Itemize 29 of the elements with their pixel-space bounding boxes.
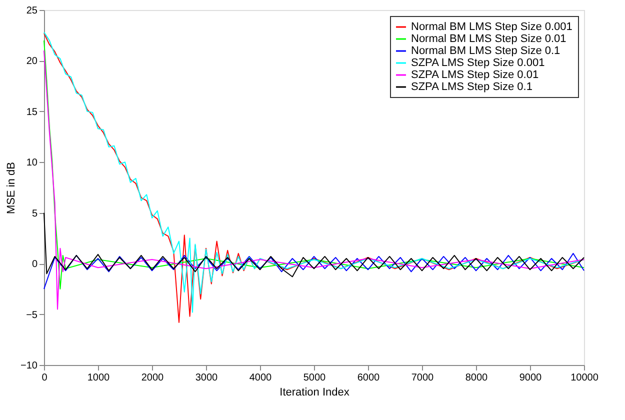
legend-label: Normal BM LMS Step Size 0.001 (411, 21, 572, 33)
line-series (44, 212, 584, 278)
y-tick-label: 25 (26, 6, 38, 16)
legend-label: Normal BM LMS Step Size 0.01 (411, 33, 566, 45)
x-tick-label: 4000 (249, 372, 272, 384)
legend-label: SZPA LMS Step Size 0.1 (411, 81, 532, 93)
y-axis-title: MSE in dB (6, 162, 18, 214)
x-tick-label: 3000 (195, 372, 218, 384)
legend-label: SZPA LMS Step Size 0.01 (411, 69, 539, 81)
x-tick-label: 9000 (519, 372, 542, 384)
x-tick-label: 8000 (465, 372, 488, 384)
y-tick-label: −5 (26, 310, 38, 321)
y-tick-label: 20 (26, 56, 38, 68)
x-tick-label: 5000 (303, 372, 326, 384)
legend-label: Normal BM LMS Step Size 0.1 (411, 45, 560, 57)
x-tick-label: 10000 (570, 372, 599, 384)
y-tick-label: 0 (32, 259, 38, 270)
line-series (44, 252, 584, 290)
x-tick-label: 2000 (141, 372, 164, 384)
x-tick-label: 7000 (411, 372, 434, 384)
x-tick-label: 6000 (357, 372, 380, 384)
y-tick-label: 15 (26, 106, 38, 118)
x-axis-title: Iteration Index (280, 386, 350, 398)
legend-label: SZPA LMS Step Size 0.001 (411, 57, 545, 69)
y-tick-label: 5 (32, 208, 38, 220)
x-tick-label: 1000 (87, 372, 110, 384)
y-tick-label: 10 (26, 158, 38, 169)
y-tick-label: −10 (20, 360, 38, 372)
x-tick-label: 0 (42, 372, 48, 384)
